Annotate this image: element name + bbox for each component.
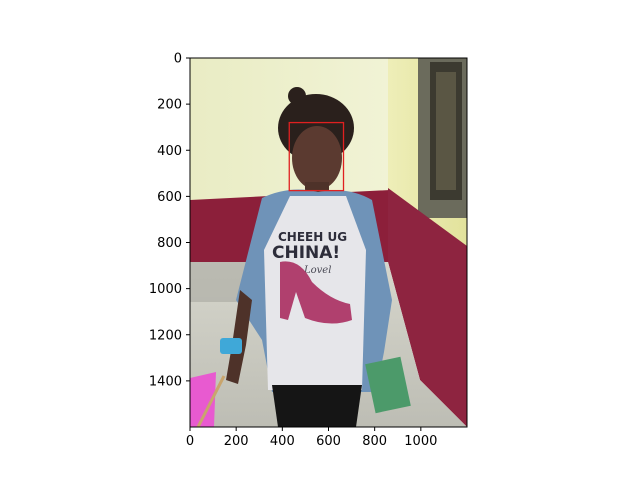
leggings — [272, 385, 362, 427]
face-bounding-box — [288, 121, 345, 192]
x-axis: 0 200 400 600 800 1000 — [186, 427, 437, 449]
face — [292, 126, 342, 190]
hair-bun — [288, 87, 306, 105]
y-tick-label: 600 — [157, 190, 182, 205]
x-tick-label: 800 — [362, 434, 387, 449]
x-tick-label: 200 — [224, 434, 249, 449]
wall-lower-red-right — [388, 188, 467, 427]
pink-dustpan — [190, 372, 216, 427]
person: CHEEH UG CHINA! Lovel — [220, 87, 411, 427]
y-tick-label: 200 — [157, 98, 182, 113]
shirt-shoe-print — [280, 261, 352, 324]
photo: CHEEH UG CHINA! Lovel — [190, 58, 467, 427]
x-tick-label: 1000 — [404, 434, 437, 449]
door-panel-inner — [436, 72, 456, 190]
green-folder — [365, 356, 411, 414]
shirt-text-1: CHEEH UG — [278, 230, 347, 244]
shirt-text-3: Lovel — [303, 265, 331, 276]
arm-left — [226, 290, 252, 384]
y-tick-label: 400 — [157, 144, 182, 159]
y-tick-label: 0 — [174, 52, 182, 67]
y-tick-label: 800 — [157, 236, 182, 251]
y-tick-label: 1200 — [149, 328, 182, 343]
bangles — [220, 338, 242, 354]
broom-handle — [196, 375, 226, 427]
x-tick-label: 400 — [270, 434, 295, 449]
y-axis: 0 200 400 600 800 1000 1200 1400 — [149, 52, 190, 389]
shirt-text-2: CHINA! — [272, 243, 340, 263]
x-tick-label: 600 — [316, 434, 341, 449]
y-tick-label: 1000 — [149, 282, 182, 297]
x-tick-label: 0 — [186, 434, 194, 449]
y-tick-label: 1400 — [149, 374, 182, 389]
